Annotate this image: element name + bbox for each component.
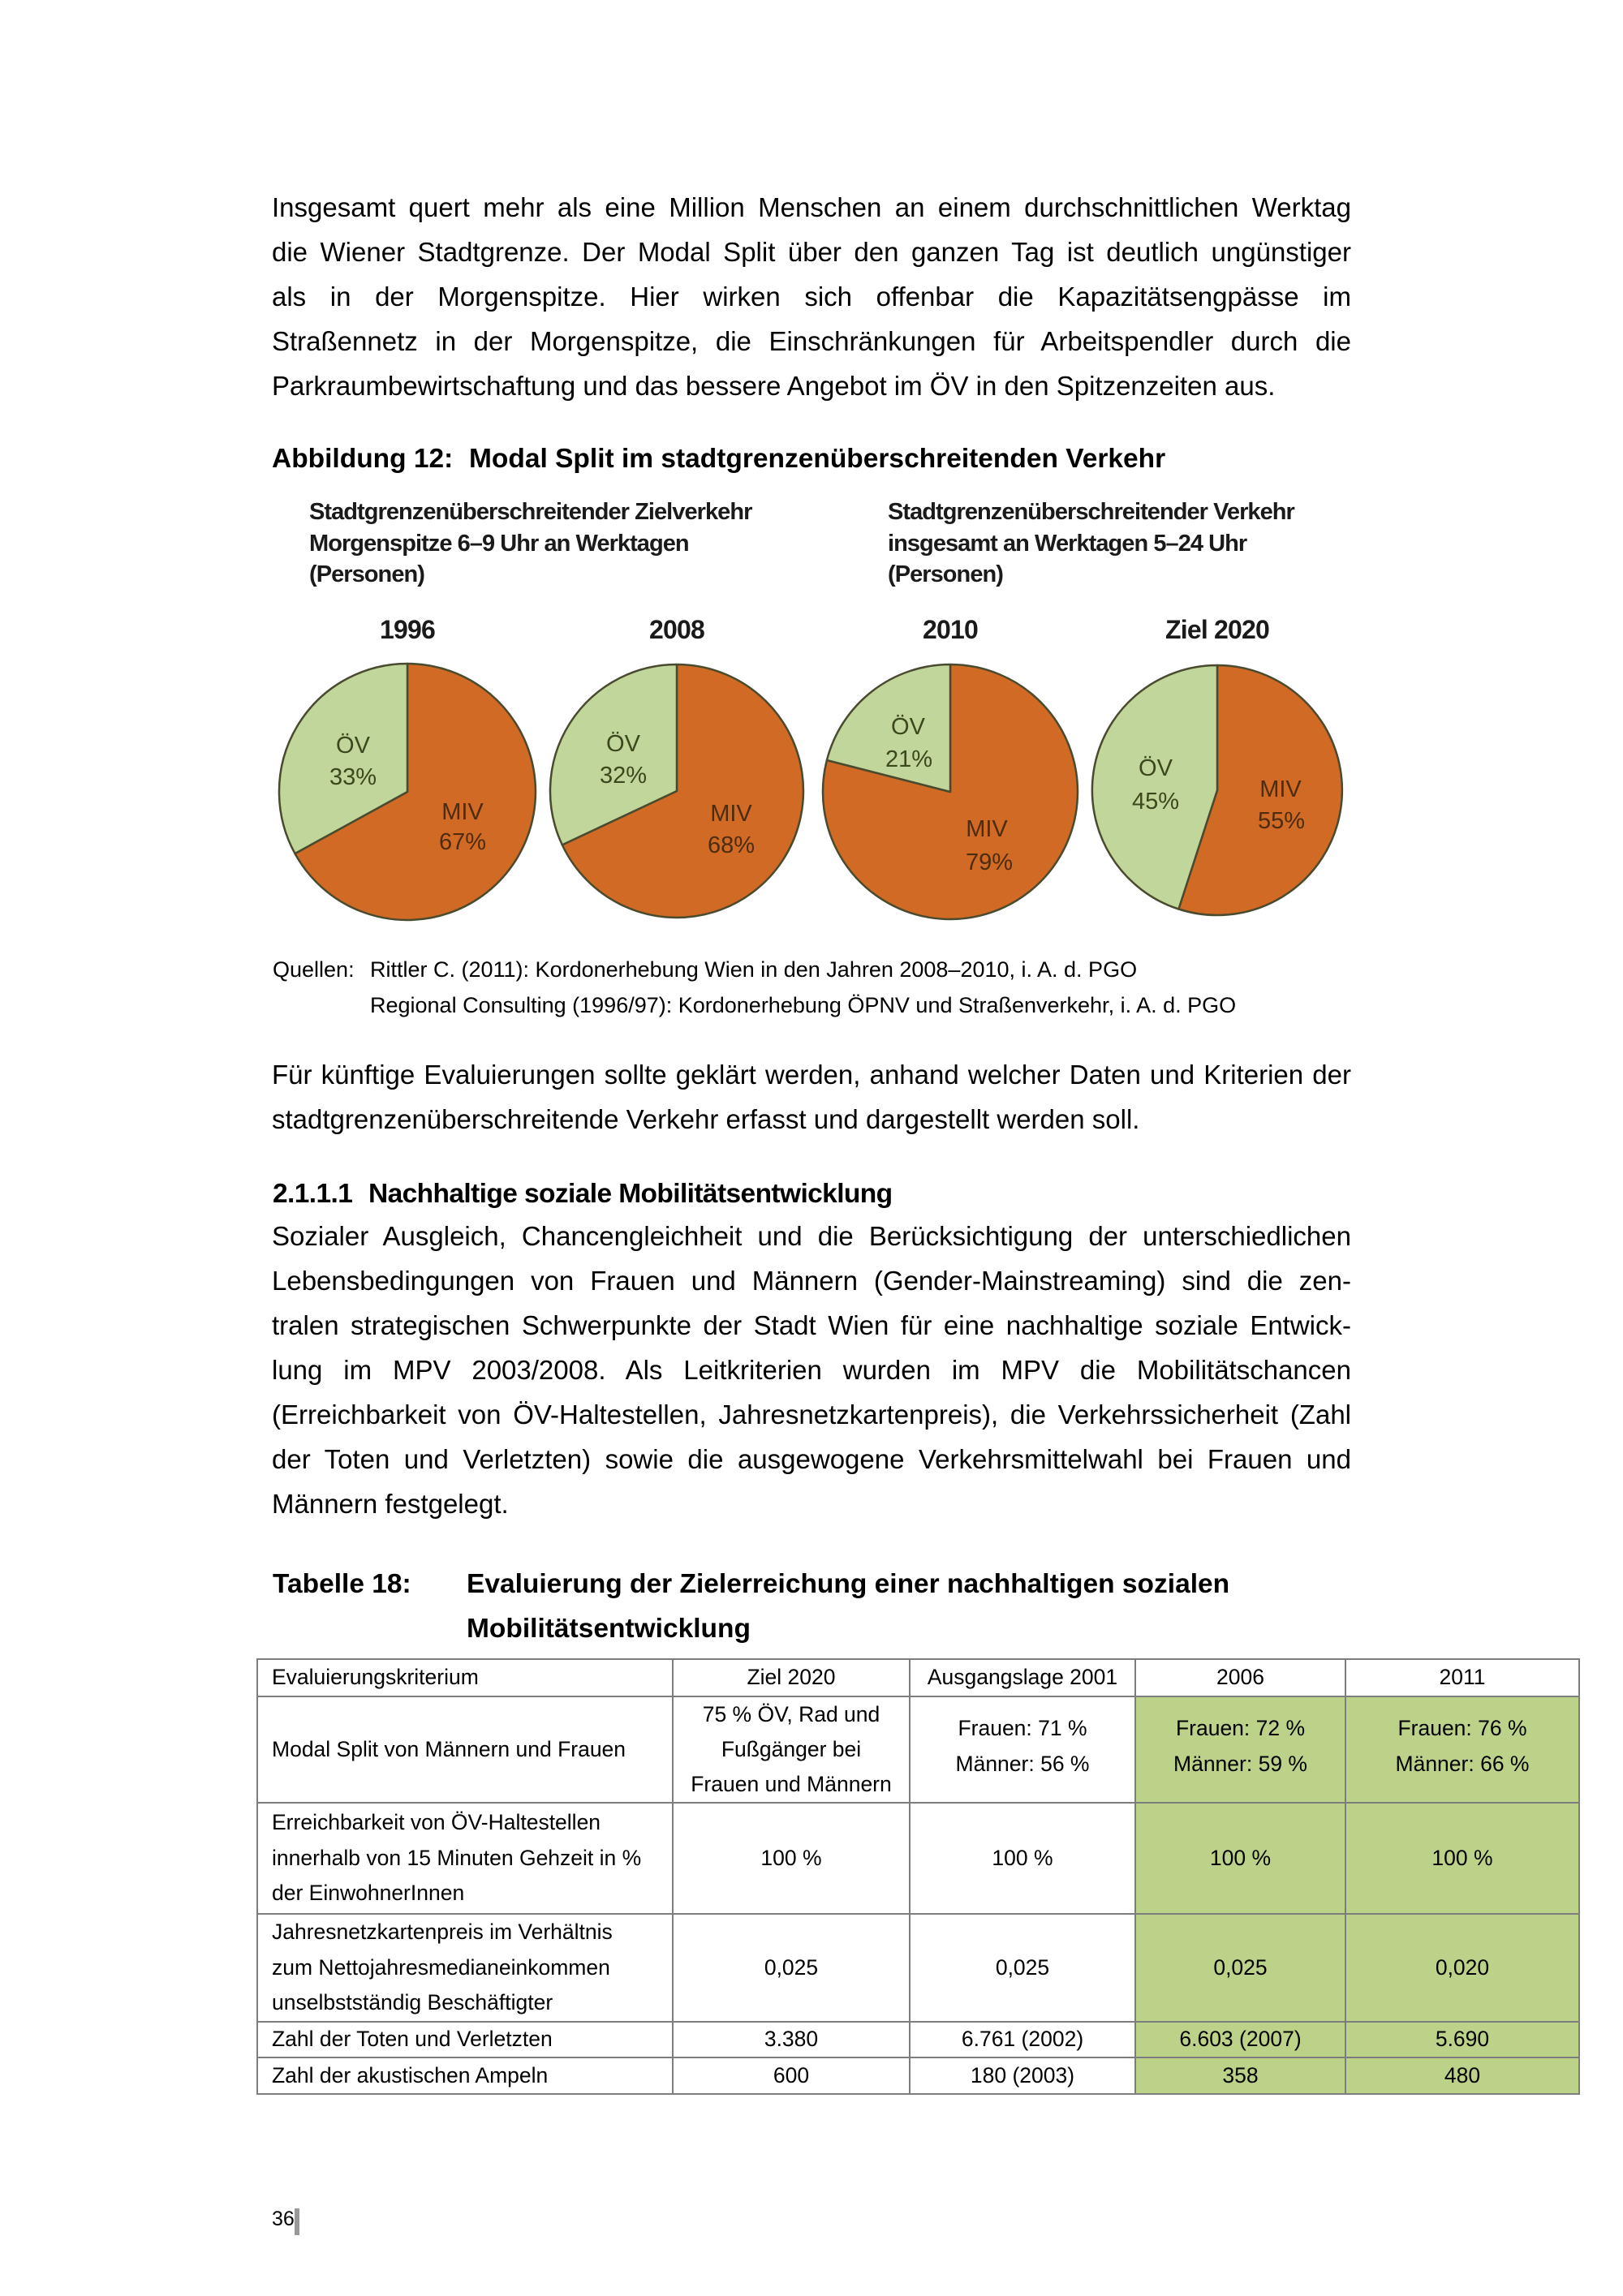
svg-text:MIV: MIV (966, 816, 1008, 842)
svg-text:ÖV: ÖV (891, 714, 926, 740)
svg-text:ÖV: ÖV (606, 731, 641, 757)
svg-text:MIV: MIV (1259, 776, 1302, 802)
svg-text:MIV: MIV (710, 801, 752, 827)
svg-text:79%: 79% (966, 849, 1013, 875)
svg-text:ÖV: ÖV (336, 733, 371, 759)
svg-text:ÖV: ÖV (1139, 755, 1173, 781)
svg-text:MIV: MIV (441, 799, 484, 825)
svg-text:32%: 32% (600, 763, 647, 789)
svg-text:33%: 33% (329, 764, 377, 790)
svg-text:45%: 45% (1132, 789, 1179, 815)
svg-text:55%: 55% (1258, 808, 1305, 834)
svg-text:21%: 21% (885, 746, 932, 772)
svg-text:67%: 67% (439, 829, 486, 855)
svg-text:68%: 68% (708, 832, 755, 858)
